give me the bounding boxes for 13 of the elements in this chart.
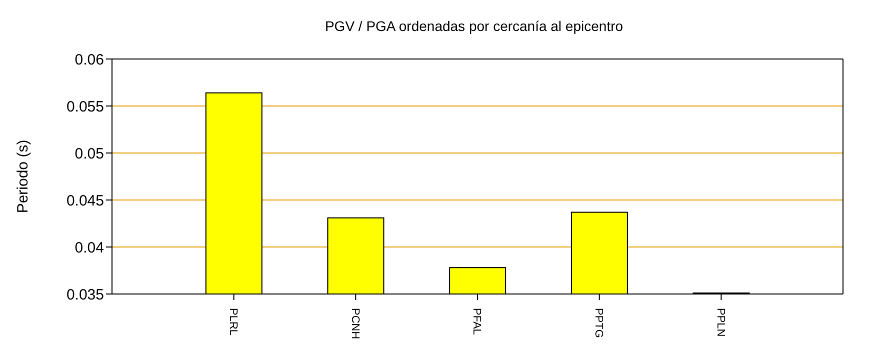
y-tick-label: 0.045 (66, 192, 104, 210)
x-tick-label: PLRL (226, 308, 239, 336)
x-tick-label: PCNH (348, 308, 361, 340)
y-tick-label: 0.055 (66, 98, 104, 116)
x-tick-label: PFAL (470, 308, 483, 335)
y-tick-label: 0.06 (74, 51, 104, 68)
y-axis-title: Periodo (s) (14, 140, 32, 214)
y-tick-label: 0.04 (74, 239, 104, 256)
y-tick-label: 0.05 (74, 145, 104, 162)
chart-title: PGV / PGA ordenadas por cercanía al epicentro (324, 18, 624, 34)
y-tick-label: 0.035 (66, 286, 104, 304)
x-tick-label: PPLN (714, 308, 726, 337)
x-tick-label: PPTG (592, 308, 604, 338)
